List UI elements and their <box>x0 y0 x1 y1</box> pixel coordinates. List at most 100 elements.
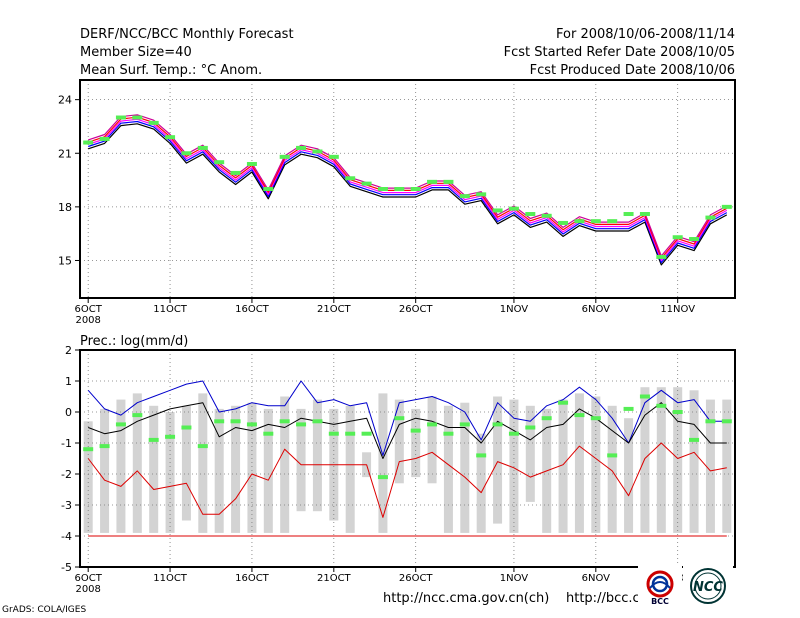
ncc-logo: NCC <box>683 566 733 606</box>
temp-marker <box>459 194 470 199</box>
prec-marker <box>296 422 307 427</box>
prec-y-tick-label: -5 <box>61 561 72 574</box>
prec-marker <box>197 444 208 449</box>
temp-marker <box>492 208 503 213</box>
prec-box <box>345 405 355 533</box>
temp-x-tick-label: 26OCT <box>399 304 434 315</box>
temp-marker <box>165 135 176 140</box>
prec-box <box>247 402 257 533</box>
prec-box <box>198 393 208 533</box>
prec-box <box>640 387 650 533</box>
temp-marker <box>246 161 257 166</box>
prec-marker <box>623 406 634 411</box>
prec-box <box>656 387 666 533</box>
prec-marker <box>312 419 323 424</box>
prec-x-tick-label: 6NOV <box>582 573 611 584</box>
footer-url-cma[interactable]: http://ncc.cma.gov.cn(ch) <box>383 591 550 606</box>
temp-marker <box>197 145 208 150</box>
prec-box <box>132 393 142 533</box>
svg-text:BCC: BCC <box>651 597 669 606</box>
prec-x-tick-label: 6OCT <box>75 573 103 584</box>
prec-marker <box>83 447 94 452</box>
chart-title: DERF/NCC/BCC Monthly Forecast <box>80 27 294 42</box>
prec-y-tick-label: -3 <box>61 499 72 512</box>
temp-x-tick-label: 6OCT <box>75 304 103 315</box>
temp-member-line <box>88 116 728 259</box>
prec-marker <box>689 437 700 442</box>
prec-marker <box>705 419 716 424</box>
temp-marker <box>279 154 290 159</box>
temp-marker <box>230 170 241 175</box>
temp-marker <box>672 235 683 240</box>
temp-y-tick-label: 18 <box>58 201 72 214</box>
temp-y-tick-label: 24 <box>58 94 72 107</box>
prec-box <box>591 396 601 533</box>
prec-marker <box>459 422 470 427</box>
prec-marker <box>132 413 143 418</box>
temp-marker <box>558 220 569 225</box>
forecast-produced-date: Fcst Produced Date 2008/10/06 <box>529 63 735 78</box>
prec-marker <box>672 410 683 414</box>
prec-marker <box>263 431 274 436</box>
prec-box <box>378 393 388 533</box>
prec-marker <box>508 431 519 436</box>
temp-marker <box>574 219 585 224</box>
prec-box <box>165 412 175 533</box>
prec-box <box>705 399 715 533</box>
prec-y-tick-label: 2 <box>65 344 72 357</box>
prec-box <box>493 396 503 524</box>
prec-marker <box>721 419 732 424</box>
temp-year-label: 2008 <box>75 315 100 326</box>
temperature-panel: 15 18 21 24 6OCT 11OCT 16OCT 21OCT 26OCT 1NOV 6NOV… <box>58 79 736 326</box>
temp-x-tick-label: 11NOV <box>660 304 695 315</box>
prec-marker <box>607 453 618 458</box>
prec-marker <box>377 475 388 480</box>
prec-box <box>689 390 699 533</box>
temp-marker <box>312 149 323 154</box>
temp-marker <box>361 181 372 186</box>
prec-marker <box>230 419 241 424</box>
temp-marker <box>590 219 601 224</box>
grads-credit: GrADS: COLA/IGES <box>2 605 87 615</box>
prec-marker <box>656 403 667 408</box>
prec-marker <box>541 416 552 421</box>
member-size-label: Member Size=40 <box>80 45 192 60</box>
prec-box <box>427 396 437 484</box>
prec-marker <box>181 425 192 430</box>
prec-marker <box>639 394 650 399</box>
prec-box <box>149 405 159 533</box>
temp-x-tick-label: 16OCT <box>235 304 270 315</box>
temp-marker <box>705 215 716 220</box>
temp-x-tick-label: 11OCT <box>153 304 188 315</box>
prec-box <box>476 433 486 533</box>
prec-box <box>460 402 470 533</box>
prec-box <box>83 421 93 533</box>
prec-box <box>116 399 126 533</box>
prec-ensemble-mean-line <box>88 402 727 459</box>
prec-marker <box>148 437 159 442</box>
temp-marker <box>689 237 700 242</box>
prec-box <box>607 405 617 533</box>
prec-y-tick-label: -2 <box>61 468 72 481</box>
prec-lower-line <box>87 442 727 518</box>
temp-marker <box>83 140 94 145</box>
prec-upper-line <box>87 380 727 456</box>
prec-box <box>394 399 404 484</box>
footer-url-bcc[interactable]: http://bcc.c <box>566 591 640 606</box>
temp-marker <box>115 115 126 120</box>
prec-marker <box>476 453 487 458</box>
prec-box <box>722 399 732 533</box>
prec-box <box>214 408 224 533</box>
temp-marker <box>541 213 552 218</box>
bcc-logo: BCC <box>638 566 682 606</box>
temp-marker <box>345 176 356 181</box>
prec-box <box>181 405 191 521</box>
prec-marker <box>443 431 454 436</box>
prec-box <box>525 405 535 502</box>
temp-marker <box>296 145 307 150</box>
prec-marker <box>345 431 356 436</box>
temp-marker <box>623 212 634 217</box>
prec-x-tick-label: 16OCT <box>235 573 270 584</box>
